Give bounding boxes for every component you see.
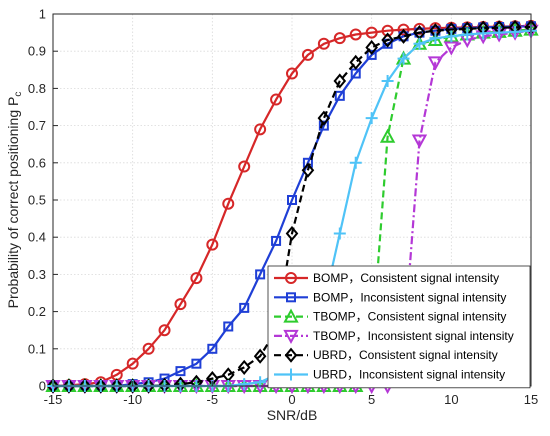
data-point (379, 128, 396, 143)
data-point (413, 37, 426, 50)
data-point (175, 366, 186, 377)
legend-box (267, 265, 531, 389)
y-tick-label: 0.5 (28, 193, 46, 208)
data-point (301, 162, 315, 178)
data-point (381, 74, 394, 87)
x-tick-label: 15 (524, 392, 538, 407)
data-point (365, 112, 378, 125)
data-point (158, 324, 171, 337)
y-tick-label: 1 (39, 7, 46, 22)
legend: BOMP，Consistent signal intensity BOMP，Inc… (267, 265, 531, 389)
data-point (206, 238, 219, 251)
x-tick-label: -15 (44, 392, 63, 407)
data-point (191, 358, 202, 369)
data-point (381, 32, 394, 48)
data-point (317, 110, 331, 126)
legend-label: TBOMP，Inconsistent signal intensity (313, 329, 514, 343)
data-point (270, 93, 283, 106)
data-point (285, 225, 299, 242)
data-point (238, 378, 251, 391)
axis-ticks: -15 -10 -5 0 5 10 15 0 0.1 0.2 0.3 0.4 0.5 0.6 0.7 0.8 0… (28, 7, 538, 408)
data-point (365, 26, 378, 39)
data-point (349, 28, 362, 41)
data-point (397, 23, 410, 36)
y-tick-label: 0 (39, 379, 46, 394)
data-point (287, 195, 297, 205)
data-point (283, 329, 299, 344)
data-point (429, 32, 442, 45)
data-point (285, 368, 297, 381)
legend-label: TBOMP，Consistent signal intensity (313, 310, 506, 324)
legend-label: UBRD，Inconsistent signal intensity (313, 368, 505, 382)
data-point (366, 49, 377, 60)
x-axis-label: SNR/dB (267, 407, 318, 423)
data-point (190, 272, 203, 285)
data-point (254, 123, 267, 136)
data-point (411, 134, 428, 149)
legend-label: BOMP，Inconsistent signal intensity (313, 290, 506, 304)
data-point (445, 30, 458, 43)
legend-label: UBRD，Consistent signal intensity (313, 348, 498, 362)
y-tick-label: 0.7 (28, 118, 46, 133)
data-point (286, 292, 296, 303)
data-point (333, 227, 346, 240)
data-point (333, 73, 347, 89)
data-point (333, 32, 346, 45)
y-tick-label: 0.4 (28, 230, 46, 245)
data-point (284, 347, 298, 363)
data-point (349, 156, 362, 169)
y-tick-label: 0.9 (28, 44, 46, 59)
x-tick-label: 0 (288, 392, 295, 407)
data-point (142, 342, 155, 355)
data-point (174, 298, 187, 311)
data-point (237, 359, 251, 375)
data-point (365, 39, 378, 56)
data-point (222, 197, 235, 210)
x-tick-label: -10 (123, 392, 142, 407)
data-point (493, 26, 506, 39)
data-point (207, 343, 218, 354)
data-point (126, 357, 139, 370)
data-point (223, 321, 234, 332)
y-tick-label: 0.3 (28, 267, 46, 282)
data-point (255, 269, 266, 280)
data-point (397, 28, 410, 44)
x-tick-label: 10 (444, 392, 458, 407)
data-point (285, 272, 297, 284)
data-point (286, 67, 298, 80)
y-axis-label-main: Probability of correct positioning P (5, 97, 21, 309)
data-point (477, 27, 490, 40)
data-point (271, 235, 282, 246)
y-axis-label: Probability of correct positioning Pc (5, 92, 24, 309)
y-tick-label: 0.2 (28, 304, 46, 319)
data-point (334, 90, 345, 101)
y-tick-label: 0.8 (28, 81, 46, 96)
x-tick-label: 5 (368, 392, 375, 407)
data-point (443, 41, 460, 56)
data-point (317, 37, 330, 50)
y-tick-label: 0.6 (28, 155, 46, 170)
data-point (349, 54, 363, 70)
data-point (301, 48, 314, 61)
y-tick-label: 0.1 (28, 341, 46, 356)
data-point (253, 348, 267, 364)
data-point (238, 160, 251, 173)
data-point (509, 25, 522, 38)
data-point (381, 24, 394, 37)
data-point (427, 56, 444, 71)
y-axis-label-subscript: c (13, 92, 24, 97)
data-point (397, 52, 410, 65)
legend-label: BOMP，Consistent signal intensity (313, 271, 499, 285)
data-point (239, 302, 250, 313)
data-point (283, 308, 299, 323)
data-point (461, 28, 474, 41)
data-point (318, 120, 329, 131)
x-tick-label: -5 (207, 392, 219, 407)
